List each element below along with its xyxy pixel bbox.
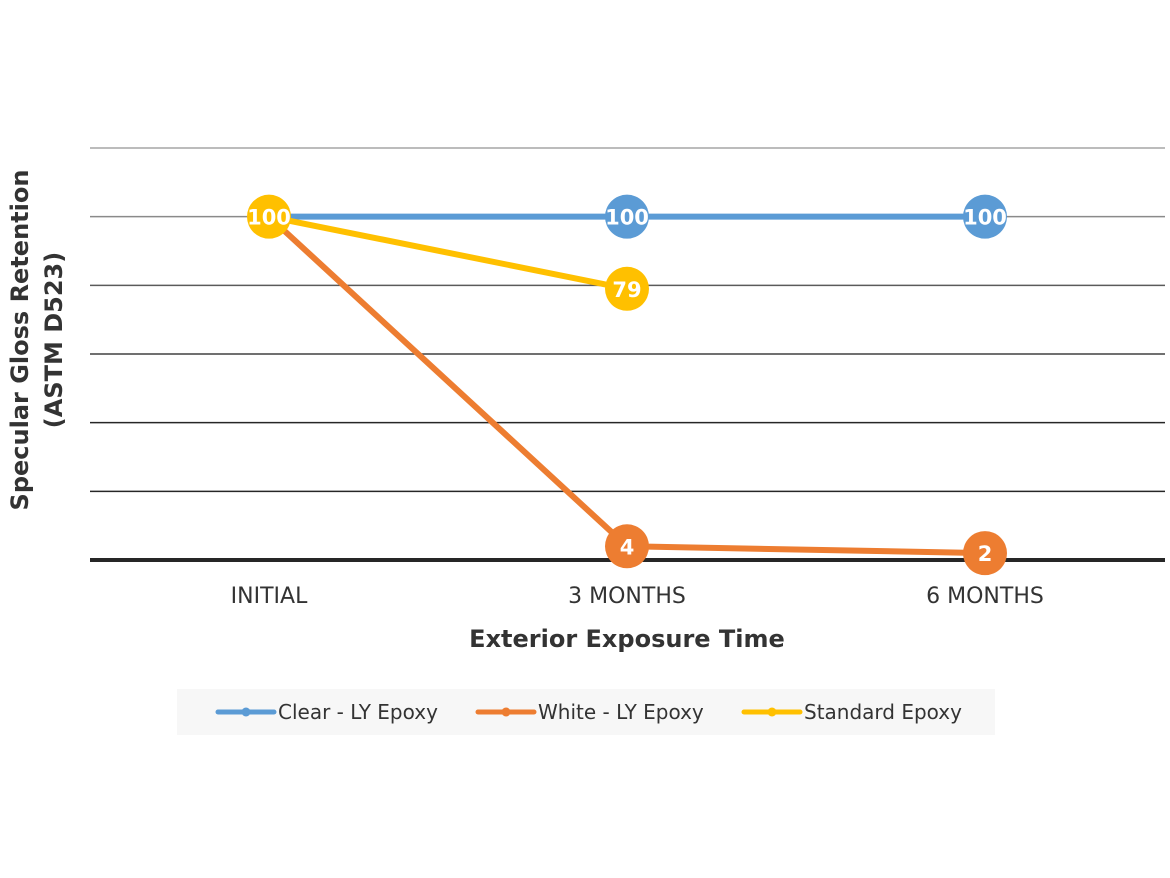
x-tick-label: 3 MONTHS	[568, 584, 686, 609]
data-point-marker	[963, 531, 1007, 576]
data-point-marker	[605, 266, 649, 311]
legend-swatch-marker	[501, 707, 511, 717]
data-point-marker	[963, 194, 1007, 239]
data-label: 79	[612, 278, 641, 302]
legend-swatch-marker	[241, 707, 251, 717]
data-label: 100	[247, 206, 291, 230]
x-tick-label: 6 MONTHS	[926, 584, 1044, 609]
legend-swatch-marker	[767, 707, 777, 717]
data-label: 100	[605, 206, 649, 230]
data-point-marker	[605, 524, 649, 569]
x-tick-labels: INITIAL 3 MONTHS 6 MONTHS	[231, 584, 1044, 609]
data-label: 2	[978, 542, 993, 566]
data-label: 4	[620, 535, 635, 559]
data-point-marker	[605, 194, 649, 239]
data-point-marker	[247, 194, 291, 239]
y-axis-title-line1: Specular Gloss Retention	[6, 170, 34, 511]
y-axis-title-line2: (ASTM D523)	[40, 252, 68, 428]
x-tick-label: INITIAL	[231, 584, 308, 609]
series-line-2	[266, 213, 630, 292]
legend: Clear - LY Epoxy White - LY Epoxy Standard…	[177, 689, 995, 735]
data-label: 100	[963, 206, 1007, 230]
series-markers: 100 100 4 2 100 79	[247, 194, 1007, 576]
legend-entry: Standard Epoxy	[804, 700, 962, 724]
legend-entry: Clear - LY Epoxy	[278, 700, 438, 724]
legend-entry: White - LY Epoxy	[538, 700, 704, 724]
x-axis-title: Exterior Exposure Time	[469, 625, 785, 653]
y-axis-title: Specular Gloss Retention (ASTM D523)	[6, 170, 68, 511]
legend-background	[177, 689, 995, 735]
